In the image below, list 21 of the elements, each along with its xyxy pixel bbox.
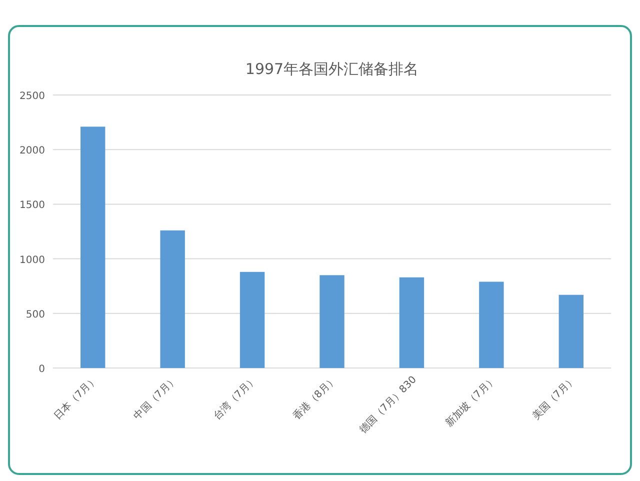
x-tick-label: 新加坡（7月）: [443, 374, 499, 430]
x-tick-label: 美国（7月）: [530, 374, 578, 422]
y-tick-label: 2500: [20, 91, 45, 102]
x-tick-label: 中国（7月）: [131, 374, 180, 422]
y-tick-label: 500: [26, 309, 45, 320]
x-tick-label: 日本（7月）: [52, 374, 100, 422]
y-tick-label: 2000: [20, 146, 45, 157]
x-tick-label: 德国（7月）830: [358, 374, 419, 436]
bar: [479, 282, 504, 368]
bar: [399, 277, 424, 368]
y-tick-label: 1000: [20, 254, 45, 266]
bar: [160, 230, 185, 368]
chart-title: 1997年各国外汇储备排名: [245, 60, 419, 78]
x-tick-label: 台湾（7月）: [211, 374, 260, 422]
bar: [240, 272, 265, 368]
bar: [320, 275, 344, 368]
x-tick-label: 香港（8月）: [290, 374, 340, 422]
bar: [80, 126, 106, 368]
y-tick-label: 0: [38, 364, 45, 375]
y-tick-label: 1500: [20, 200, 45, 212]
bar: [558, 294, 584, 368]
